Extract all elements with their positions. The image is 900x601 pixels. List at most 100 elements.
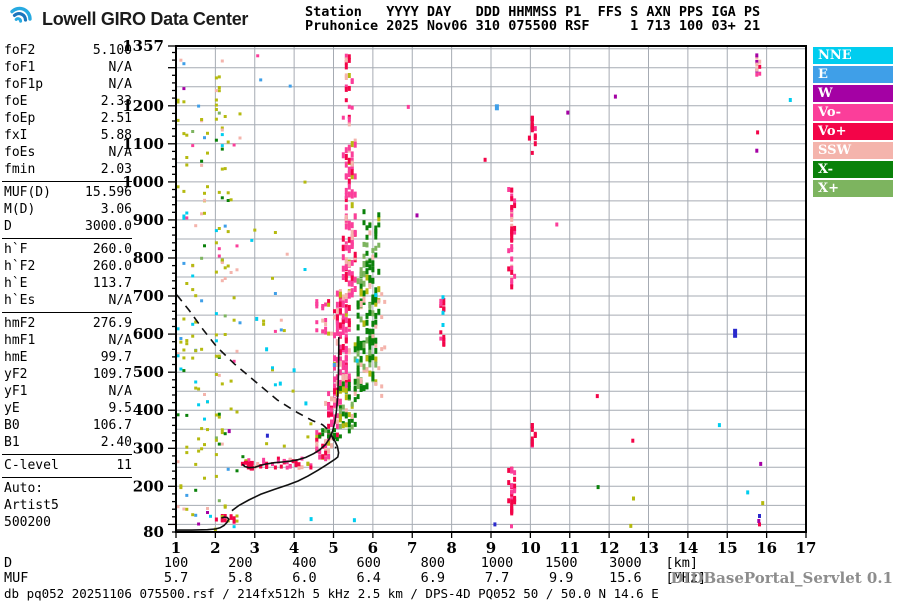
x-axis-label: 11 [559, 539, 580, 557]
legend-item-vo+: Vo+ [813, 123, 893, 140]
distance-value: 1500 [544, 555, 578, 571]
x-axis-label: 16 [756, 539, 777, 557]
param-value: 276.9 [92, 316, 132, 331]
param-row: Artist5 [4, 497, 132, 514]
x-axis-label: 7 [407, 539, 417, 557]
param-row: h`F2 260.0 [4, 258, 132, 275]
param-value: 2.03 [100, 162, 132, 177]
param-row: hmE 99.7 [4, 349, 132, 366]
brand-header: Lowell GIRO Data Center [6, 5, 248, 33]
legend-item-nne: NNE [813, 47, 893, 64]
param-label: fxI [4, 128, 28, 143]
echo-dot [332, 362, 336, 367]
param-value: N/A [108, 293, 132, 308]
profile-curve [176, 516, 230, 531]
x-axis-label: 1 [171, 539, 181, 557]
muf-value: 15.6 [609, 569, 642, 586]
y-axis-label: 600 [133, 325, 164, 343]
echo-dot [758, 514, 761, 518]
param-value: 5.88 [100, 128, 132, 143]
echo-dot [355, 358, 359, 363]
muf-label: MUF [4, 569, 29, 586]
x-axis-label: 14 [677, 539, 698, 557]
muf-value: 9.9 [549, 569, 574, 586]
param-label: hmE [4, 350, 28, 365]
echo-dot [265, 347, 269, 352]
muf-value: 5.8 [228, 569, 253, 586]
param-label: MUF(D) [4, 185, 51, 200]
distance-unit: [km] [665, 555, 699, 571]
echo-dot [629, 523, 633, 528]
param-row: h`E 113.7 [4, 275, 132, 292]
param-label: hmF1 [4, 333, 36, 348]
x-axis-label: 10 [520, 539, 541, 557]
legend-item-vo-: Vo- [813, 104, 893, 121]
param-row: Auto: [4, 480, 132, 497]
servlet-version-label: DIDBasePortal_Servlet 0.1 [670, 569, 893, 587]
param-label: foF1 [4, 60, 36, 75]
divider [2, 181, 132, 182]
echo-dot [746, 490, 750, 495]
param-value: 3.06 [100, 202, 132, 217]
param-label: h`F [4, 242, 28, 257]
param-value: 2.33 [100, 94, 132, 109]
echo-dot [631, 438, 635, 443]
echo-dot [292, 368, 296, 373]
echo-dot [493, 522, 497, 527]
echo-dot [595, 394, 599, 399]
param-label: D [4, 219, 12, 234]
echo-dot [759, 461, 763, 466]
param-row: B0 106.7 [4, 417, 132, 434]
param-row: fmin 2.03 [4, 161, 132, 178]
param-row: foF1 N/A [4, 59, 132, 76]
echo-dot [755, 148, 759, 153]
echo-dot [613, 94, 617, 99]
param-value: N/A [108, 145, 132, 160]
echo-dot [265, 433, 269, 438]
x-axis-label: 12 [599, 539, 620, 557]
param-row: foE 2.33 [4, 93, 132, 110]
station-header-values: Pruhonice 2025 Nov06 310 075500 RSF 1 71… [305, 18, 761, 34]
echo-dot [406, 104, 410, 109]
muf-value: 6.4 [356, 569, 381, 586]
param-label: 500200 [4, 515, 51, 530]
x-axis-label: 5 [328, 539, 338, 557]
param-row: foF2 5.100 [4, 42, 132, 59]
param-value: 5.100 [92, 43, 132, 58]
param-label: foF1p [4, 77, 44, 92]
echo-dot [510, 524, 513, 529]
distance-value: 3000 [609, 555, 642, 571]
param-label: foEp [4, 111, 36, 126]
param-label: yE [4, 401, 20, 416]
echo-dot [304, 401, 308, 406]
y-axis-label: 1200 [122, 97, 164, 115]
param-row: 500200 [4, 514, 132, 531]
echo-dot [415, 213, 419, 218]
muf-value: 6.9 [420, 569, 446, 586]
param-row: foF1p N/A [4, 76, 132, 93]
x-axis-label: 6 [368, 539, 378, 557]
echo-direction-legend: NNE E W Vo- Vo+ SSW X- X+ [813, 47, 893, 199]
muf-table: D 100 200 400 600 800 1000 1500 3000 [km] MUF 5.7 5… [4, 556, 706, 585]
param-label: yF2 [4, 367, 28, 382]
y-axis-label: 80 [143, 523, 164, 541]
divider [2, 477, 132, 478]
legend-item-e: E [813, 66, 893, 83]
divider [2, 238, 132, 239]
distance-value: 600 [356, 555, 381, 571]
x-axis-label: 13 [638, 539, 659, 557]
param-value: 3000.0 [85, 219, 132, 234]
echo-dot [717, 423, 721, 428]
param-row: yF2 109.7 [4, 366, 132, 383]
plot-border [175, 45, 807, 533]
grid-lines [176, 46, 806, 532]
profile-curve [241, 337, 340, 469]
x-axis-label: 15 [717, 539, 738, 557]
param-value: 11 [116, 458, 132, 473]
distance-value: 1000 [480, 555, 514, 571]
distance-value: 400 [292, 555, 317, 571]
legend-item-x-: X- [813, 161, 893, 178]
station-header-columns: Station YYYY DAY DDD HHMMSS P1 FFS S AXN… [305, 4, 761, 20]
axis-labels: 1357120011001000900800700600500400300200… [122, 37, 816, 557]
